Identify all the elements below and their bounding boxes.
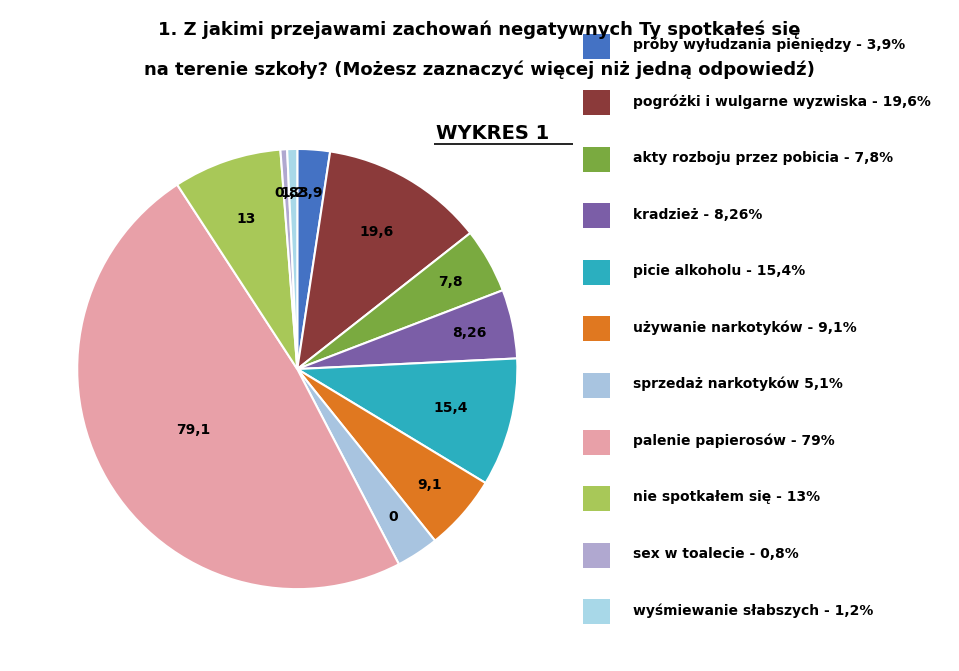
Wedge shape [78,185,399,589]
Text: nie spotkałem się - 13%: nie spotkałem się - 13% [633,491,820,505]
Text: 3,9: 3,9 [298,187,323,201]
Text: na terenie szkoły? (Możesz zaznaczyć więcej niż jedną odpowiedź): na terenie szkoły? (Możesz zaznaczyć wię… [144,60,815,79]
Wedge shape [287,149,297,369]
Text: próby wyłudzania pieniędzy - 3,9%: próby wyłudzania pieniędzy - 3,9% [633,38,905,52]
Text: 19,6: 19,6 [360,225,394,239]
Wedge shape [297,358,517,483]
Bar [583,429,610,454]
Bar [583,260,610,285]
Text: kradzież - 8,26%: kradzież - 8,26% [633,207,762,221]
Bar [583,34,610,58]
Text: 13: 13 [237,212,256,226]
Text: wyśmiewanie słabszych - 1,2%: wyśmiewanie słabszych - 1,2% [633,603,874,617]
Bar [583,599,610,624]
Text: sex w toalecie - 0,8%: sex w toalecie - 0,8% [633,547,799,561]
Text: 8,26: 8,26 [453,326,487,340]
Wedge shape [297,149,330,369]
Wedge shape [280,149,297,369]
Bar [583,147,610,172]
Bar [583,373,610,398]
Text: używanie narkotyków - 9,1%: używanie narkotyków - 9,1% [633,320,856,335]
Wedge shape [297,233,503,369]
Text: picie alkoholu - 15,4%: picie alkoholu - 15,4% [633,264,806,278]
Bar [583,203,610,228]
Wedge shape [297,152,470,369]
Bar [583,486,610,511]
Wedge shape [177,150,297,369]
Text: akty rozboju przez pobicia - 7,8%: akty rozboju przez pobicia - 7,8% [633,151,893,165]
Text: palenie papierosów - 79%: palenie papierosów - 79% [633,433,834,448]
Text: 0,8: 0,8 [274,187,299,201]
Wedge shape [297,291,517,369]
Bar [583,317,610,342]
Text: 1. Z jakimi przejawami zachowań negatywnych Ty spotkałeś się: 1. Z jakimi przejawami zachowań negatywn… [158,20,801,39]
Text: 79,1: 79,1 [175,423,210,437]
Bar [583,543,610,568]
Text: 15,4: 15,4 [433,401,468,415]
Wedge shape [297,369,435,564]
Text: 9,1: 9,1 [417,478,442,492]
Text: 7,8: 7,8 [438,275,463,289]
Text: 1,2: 1,2 [281,186,306,200]
Wedge shape [297,369,485,541]
Text: sprzedaż narkotyków 5,1%: sprzedaż narkotyków 5,1% [633,377,843,391]
Text: WYKRES 1: WYKRES 1 [436,124,550,143]
Bar [583,90,610,115]
Text: pogróżki i wulgarne wyzwiska - 19,6%: pogróżki i wulgarne wyzwiska - 19,6% [633,94,931,109]
Text: 0: 0 [388,509,398,523]
